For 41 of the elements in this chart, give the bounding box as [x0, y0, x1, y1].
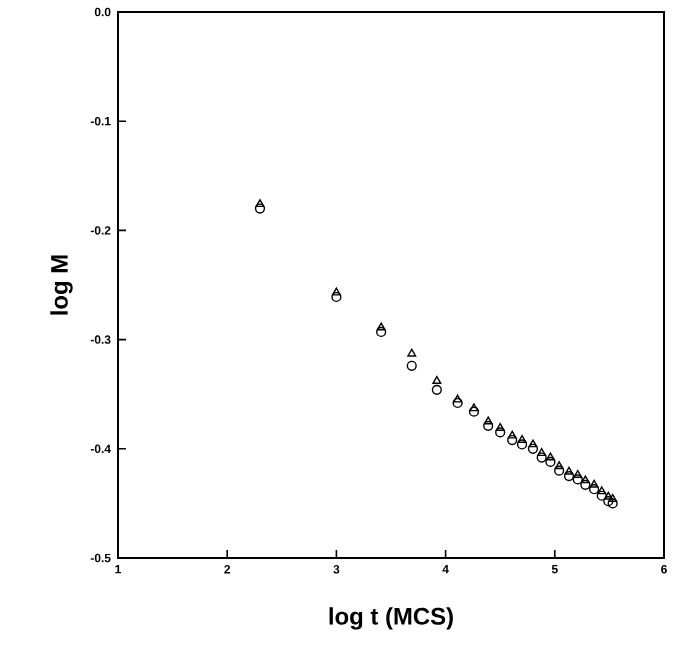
point: [331, 291, 342, 303]
point: [495, 422, 505, 431]
point: [483, 420, 494, 431]
point: [517, 434, 527, 443]
point: [572, 474, 583, 485]
point: [603, 496, 614, 507]
point: [564, 466, 574, 475]
point: [468, 406, 480, 417]
point: [495, 427, 506, 438]
point: [589, 479, 599, 488]
point: [453, 394, 463, 403]
point: [597, 486, 607, 495]
point: [432, 376, 442, 384]
point: [528, 439, 538, 448]
x-axis-title: log t (MCS): [329, 607, 453, 630]
point: [516, 439, 528, 450]
point: [376, 326, 387, 338]
point: [596, 490, 607, 501]
point: [331, 287, 341, 296]
point: [607, 498, 618, 509]
point: [469, 403, 479, 412]
point: [603, 491, 613, 500]
point: [580, 475, 590, 484]
point: [507, 434, 518, 446]
y-axis-title: log M: [50, 255, 73, 315]
point: [563, 471, 575, 482]
point: [407, 348, 417, 357]
point: [452, 397, 463, 409]
point: [431, 384, 442, 395]
point: [545, 452, 555, 461]
point: [589, 484, 600, 495]
point: [255, 199, 265, 208]
point: [376, 322, 386, 331]
point: [406, 360, 417, 371]
point: [507, 430, 517, 439]
point: [254, 203, 266, 214]
point: [527, 443, 539, 454]
point: [483, 416, 493, 425]
point: [608, 493, 618, 502]
point: [573, 469, 583, 478]
point: [580, 479, 591, 490]
